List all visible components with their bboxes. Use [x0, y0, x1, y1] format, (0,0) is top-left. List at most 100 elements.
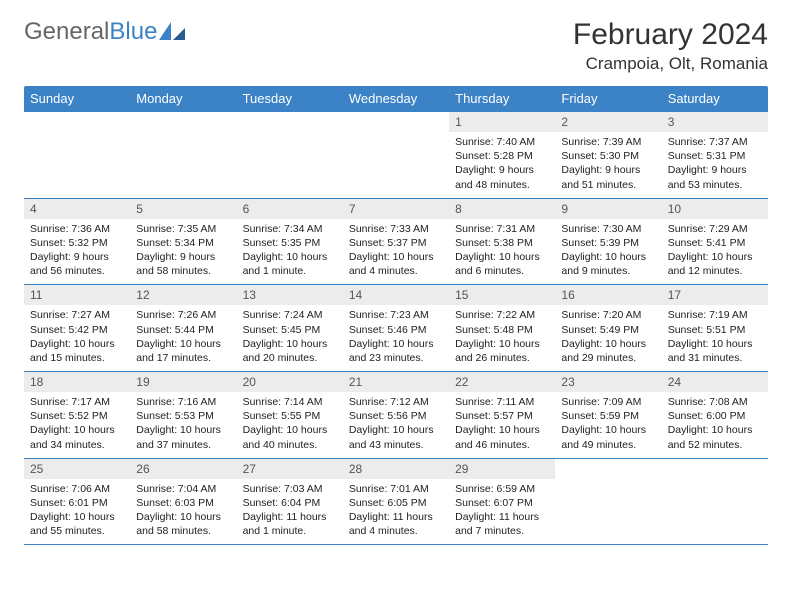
day-details: Sunrise: 7:35 AMSunset: 5:34 PMDaylight:…: [130, 219, 236, 285]
calendar-cell: 22Sunrise: 7:11 AMSunset: 5:57 PMDayligh…: [449, 372, 555, 459]
logo-text: GeneralBlue: [24, 18, 157, 46]
day-details: Sunrise: 7:29 AMSunset: 5:41 PMDaylight:…: [662, 219, 768, 285]
calendar-cell: 14Sunrise: 7:23 AMSunset: 5:46 PMDayligh…: [343, 285, 449, 372]
day-number: 2: [555, 112, 661, 132]
day-details: Sunrise: 7:31 AMSunset: 5:38 PMDaylight:…: [449, 219, 555, 285]
calendar-cell: 18Sunrise: 7:17 AMSunset: 5:52 PMDayligh…: [24, 372, 130, 459]
day-number: 10: [662, 199, 768, 219]
day-details: Sunrise: 7:11 AMSunset: 5:57 PMDaylight:…: [449, 392, 555, 458]
calendar-cell: 9Sunrise: 7:30 AMSunset: 5:39 PMDaylight…: [555, 198, 661, 285]
logo-sail-icon: [159, 22, 185, 42]
weekday-header: Sunday: [24, 86, 130, 112]
logo-part2: Blue: [109, 18, 157, 45]
calendar-cell: 7Sunrise: 7:33 AMSunset: 5:37 PMDaylight…: [343, 198, 449, 285]
day-number: 17: [662, 285, 768, 305]
calendar-cell: 23Sunrise: 7:09 AMSunset: 5:59 PMDayligh…: [555, 372, 661, 459]
day-number: 8: [449, 199, 555, 219]
day-details: Sunrise: 7:01 AMSunset: 6:05 PMDaylight:…: [343, 479, 449, 545]
day-details: Sunrise: 7:33 AMSunset: 5:37 PMDaylight:…: [343, 219, 449, 285]
day-details: Sunrise: 7:37 AMSunset: 5:31 PMDaylight:…: [662, 132, 768, 198]
day-number: 13: [237, 285, 343, 305]
day-number: 18: [24, 372, 130, 392]
day-details: Sunrise: 7:34 AMSunset: 5:35 PMDaylight:…: [237, 219, 343, 285]
calendar-cell: 19Sunrise: 7:16 AMSunset: 5:53 PMDayligh…: [130, 372, 236, 459]
day-number: 27: [237, 459, 343, 479]
calendar-cell: 2Sunrise: 7:39 AMSunset: 5:30 PMDaylight…: [555, 112, 661, 199]
calendar-cell: 1Sunrise: 7:40 AMSunset: 5:28 PMDaylight…: [449, 112, 555, 199]
calendar-cell: 16Sunrise: 7:20 AMSunset: 5:49 PMDayligh…: [555, 285, 661, 372]
calendar-cell: 28Sunrise: 7:01 AMSunset: 6:05 PMDayligh…: [343, 458, 449, 545]
day-details: Sunrise: 7:08 AMSunset: 6:00 PMDaylight:…: [662, 392, 768, 458]
calendar-cell: 13Sunrise: 7:24 AMSunset: 5:45 PMDayligh…: [237, 285, 343, 372]
calendar-cell-empty: [343, 112, 449, 199]
day-number: 23: [555, 372, 661, 392]
day-number: 22: [449, 372, 555, 392]
day-number: 26: [130, 459, 236, 479]
calendar-cell-empty: [130, 112, 236, 199]
day-details: Sunrise: 7:36 AMSunset: 5:32 PMDaylight:…: [24, 219, 130, 285]
day-number: 5: [130, 199, 236, 219]
calendar-cell-empty: [237, 112, 343, 199]
day-details: Sunrise: 7:19 AMSunset: 5:51 PMDaylight:…: [662, 305, 768, 371]
weekday-header: Saturday: [662, 86, 768, 112]
calendar-cell: 12Sunrise: 7:26 AMSunset: 5:44 PMDayligh…: [130, 285, 236, 372]
calendar-cell: 5Sunrise: 7:35 AMSunset: 5:34 PMDaylight…: [130, 198, 236, 285]
day-number: 28: [343, 459, 449, 479]
calendar-header-row: SundayMondayTuesdayWednesdayThursdayFrid…: [24, 86, 768, 112]
day-number: 11: [24, 285, 130, 305]
calendar-table: SundayMondayTuesdayWednesdayThursdayFrid…: [24, 86, 768, 545]
weekday-header: Tuesday: [237, 86, 343, 112]
calendar-cell: 4Sunrise: 7:36 AMSunset: 5:32 PMDaylight…: [24, 198, 130, 285]
logo: GeneralBlue: [24, 18, 185, 46]
calendar-row: 1Sunrise: 7:40 AMSunset: 5:28 PMDaylight…: [24, 112, 768, 199]
calendar-cell: 29Sunrise: 6:59 AMSunset: 6:07 PMDayligh…: [449, 458, 555, 545]
day-number: 12: [130, 285, 236, 305]
day-number: 3: [662, 112, 768, 132]
day-details: Sunrise: 7:26 AMSunset: 5:44 PMDaylight:…: [130, 305, 236, 371]
day-details: Sunrise: 7:16 AMSunset: 5:53 PMDaylight:…: [130, 392, 236, 458]
day-details: Sunrise: 7:17 AMSunset: 5:52 PMDaylight:…: [24, 392, 130, 458]
weekday-header: Friday: [555, 86, 661, 112]
header: GeneralBlue February 2024 Crampoia, Olt,…: [24, 18, 768, 74]
day-details: Sunrise: 7:22 AMSunset: 5:48 PMDaylight:…: [449, 305, 555, 371]
day-details: Sunrise: 7:20 AMSunset: 5:49 PMDaylight:…: [555, 305, 661, 371]
day-details: Sunrise: 7:09 AMSunset: 5:59 PMDaylight:…: [555, 392, 661, 458]
calendar-cell: 10Sunrise: 7:29 AMSunset: 5:41 PMDayligh…: [662, 198, 768, 285]
calendar-row: 25Sunrise: 7:06 AMSunset: 6:01 PMDayligh…: [24, 458, 768, 545]
day-number: 24: [662, 372, 768, 392]
weekday-header: Thursday: [449, 86, 555, 112]
day-number: 20: [237, 372, 343, 392]
calendar-cell: 6Sunrise: 7:34 AMSunset: 5:35 PMDaylight…: [237, 198, 343, 285]
day-details: Sunrise: 6:59 AMSunset: 6:07 PMDaylight:…: [449, 479, 555, 545]
day-details: Sunrise: 7:04 AMSunset: 6:03 PMDaylight:…: [130, 479, 236, 545]
calendar-cell: 8Sunrise: 7:31 AMSunset: 5:38 PMDaylight…: [449, 198, 555, 285]
day-number: 7: [343, 199, 449, 219]
calendar-cell-empty: [662, 458, 768, 545]
calendar-cell-empty: [24, 112, 130, 199]
calendar-row: 11Sunrise: 7:27 AMSunset: 5:42 PMDayligh…: [24, 285, 768, 372]
calendar-row: 18Sunrise: 7:17 AMSunset: 5:52 PMDayligh…: [24, 372, 768, 459]
calendar-cell: 21Sunrise: 7:12 AMSunset: 5:56 PMDayligh…: [343, 372, 449, 459]
day-number: 9: [555, 199, 661, 219]
title-block: February 2024 Crampoia, Olt, Romania: [573, 18, 768, 74]
day-details: Sunrise: 7:40 AMSunset: 5:28 PMDaylight:…: [449, 132, 555, 198]
weekday-header: Monday: [130, 86, 236, 112]
calendar-body: 1Sunrise: 7:40 AMSunset: 5:28 PMDaylight…: [24, 112, 768, 545]
day-number: 6: [237, 199, 343, 219]
day-details: Sunrise: 7:14 AMSunset: 5:55 PMDaylight:…: [237, 392, 343, 458]
day-number: 16: [555, 285, 661, 305]
calendar-cell: 24Sunrise: 7:08 AMSunset: 6:00 PMDayligh…: [662, 372, 768, 459]
calendar-cell: 11Sunrise: 7:27 AMSunset: 5:42 PMDayligh…: [24, 285, 130, 372]
calendar-cell: 15Sunrise: 7:22 AMSunset: 5:48 PMDayligh…: [449, 285, 555, 372]
logo-part1: General: [24, 18, 109, 45]
day-details: Sunrise: 7:03 AMSunset: 6:04 PMDaylight:…: [237, 479, 343, 545]
day-details: Sunrise: 7:12 AMSunset: 5:56 PMDaylight:…: [343, 392, 449, 458]
day-details: Sunrise: 7:39 AMSunset: 5:30 PMDaylight:…: [555, 132, 661, 198]
day-number: 14: [343, 285, 449, 305]
month-title: February 2024: [573, 18, 768, 52]
day-details: Sunrise: 7:23 AMSunset: 5:46 PMDaylight:…: [343, 305, 449, 371]
weekday-header: Wednesday: [343, 86, 449, 112]
calendar-cell-empty: [555, 458, 661, 545]
calendar-cell: 26Sunrise: 7:04 AMSunset: 6:03 PMDayligh…: [130, 458, 236, 545]
day-number: 1: [449, 112, 555, 132]
